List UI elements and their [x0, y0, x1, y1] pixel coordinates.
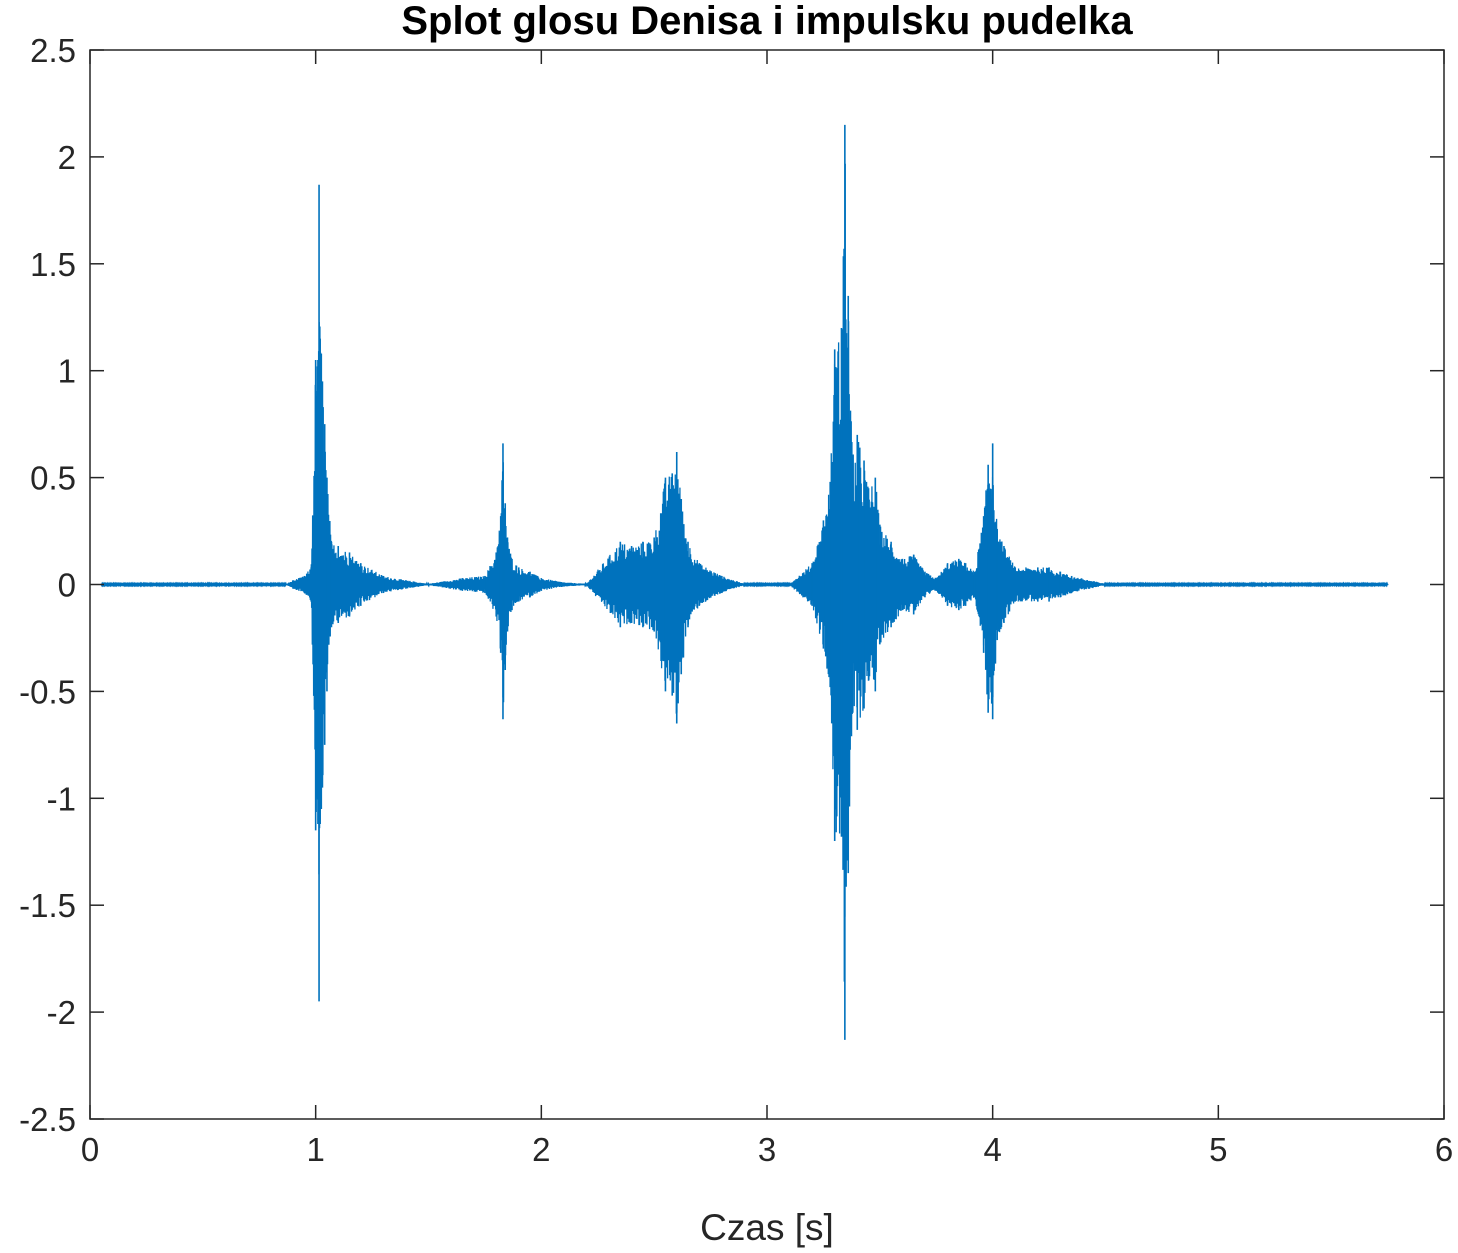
y-tick-label: -2.5 — [19, 1101, 76, 1138]
x-tick-label: 3 — [758, 1131, 776, 1168]
y-tick-label: 0 — [58, 567, 76, 604]
y-tick-label: -2 — [47, 994, 76, 1031]
y-tick-label: 1.5 — [30, 246, 76, 283]
waveform-series — [100, 163, 1389, 982]
x-axis-label: Czas [s] — [700, 1207, 834, 1248]
y-tick-label: 0.5 — [30, 460, 76, 497]
x-tick-label: 4 — [983, 1131, 1001, 1168]
y-tick-label: 1 — [58, 353, 76, 390]
series-layer — [100, 124, 1389, 1040]
axes-box — [89, 49, 1445, 1120]
y-tick-label: -1.5 — [19, 887, 76, 924]
x-tick-label: 6 — [1435, 1131, 1453, 1168]
x-tick-label: 5 — [1209, 1131, 1227, 1168]
chart-title: Splot glosu Denisa i impulsku pudelka — [401, 0, 1133, 43]
x-tick-label: 0 — [81, 1131, 99, 1168]
x-tick-label: 1 — [306, 1131, 324, 1168]
y-tick-label: 2.5 — [30, 32, 76, 69]
ticks-layer: 0 1 2 3 4 5 6 2.5 2 1.5 1 0.5 0 -0.5 -1 -1.5 -2 -2.5 — [19, 32, 1453, 1168]
y-tick-label: -1 — [47, 780, 76, 817]
y-tick-label: -0.5 — [19, 673, 76, 710]
x-tick-label: 2 — [532, 1131, 550, 1168]
y-tick-label: 2 — [58, 139, 76, 176]
